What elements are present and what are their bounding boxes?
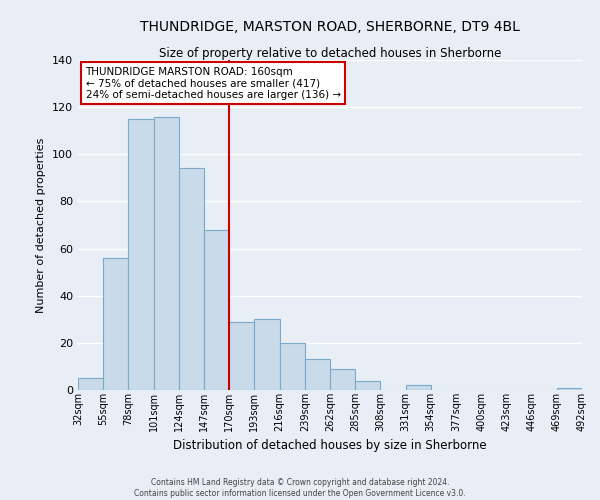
Bar [154, 116, 179, 390]
Bar [557, 388, 582, 390]
Y-axis label: Number of detached properties: Number of detached properties [37, 138, 46, 312]
Bar [78, 378, 103, 390]
Bar [305, 360, 330, 390]
Text: Size of property relative to detached houses in Sherborne: Size of property relative to detached ho… [159, 48, 501, 60]
Bar [229, 322, 254, 390]
Bar [204, 230, 229, 390]
Text: THUNDRIDGE, MARSTON ROAD, SHERBORNE, DT9 4BL: THUNDRIDGE, MARSTON ROAD, SHERBORNE, DT9… [140, 20, 520, 34]
Bar [406, 386, 431, 390]
Bar [103, 258, 128, 390]
Bar [280, 343, 305, 390]
Text: Contains HM Land Registry data © Crown copyright and database right 2024.
Contai: Contains HM Land Registry data © Crown c… [134, 478, 466, 498]
Bar [128, 119, 154, 390]
Bar [330, 369, 355, 390]
Text: THUNDRIDGE MARSTON ROAD: 160sqm
← 75% of detached houses are smaller (417)
24% o: THUNDRIDGE MARSTON ROAD: 160sqm ← 75% of… [86, 66, 341, 100]
Bar [179, 168, 204, 390]
Bar [254, 320, 280, 390]
Bar [355, 380, 380, 390]
X-axis label: Distribution of detached houses by size in Sherborne: Distribution of detached houses by size … [173, 439, 487, 452]
